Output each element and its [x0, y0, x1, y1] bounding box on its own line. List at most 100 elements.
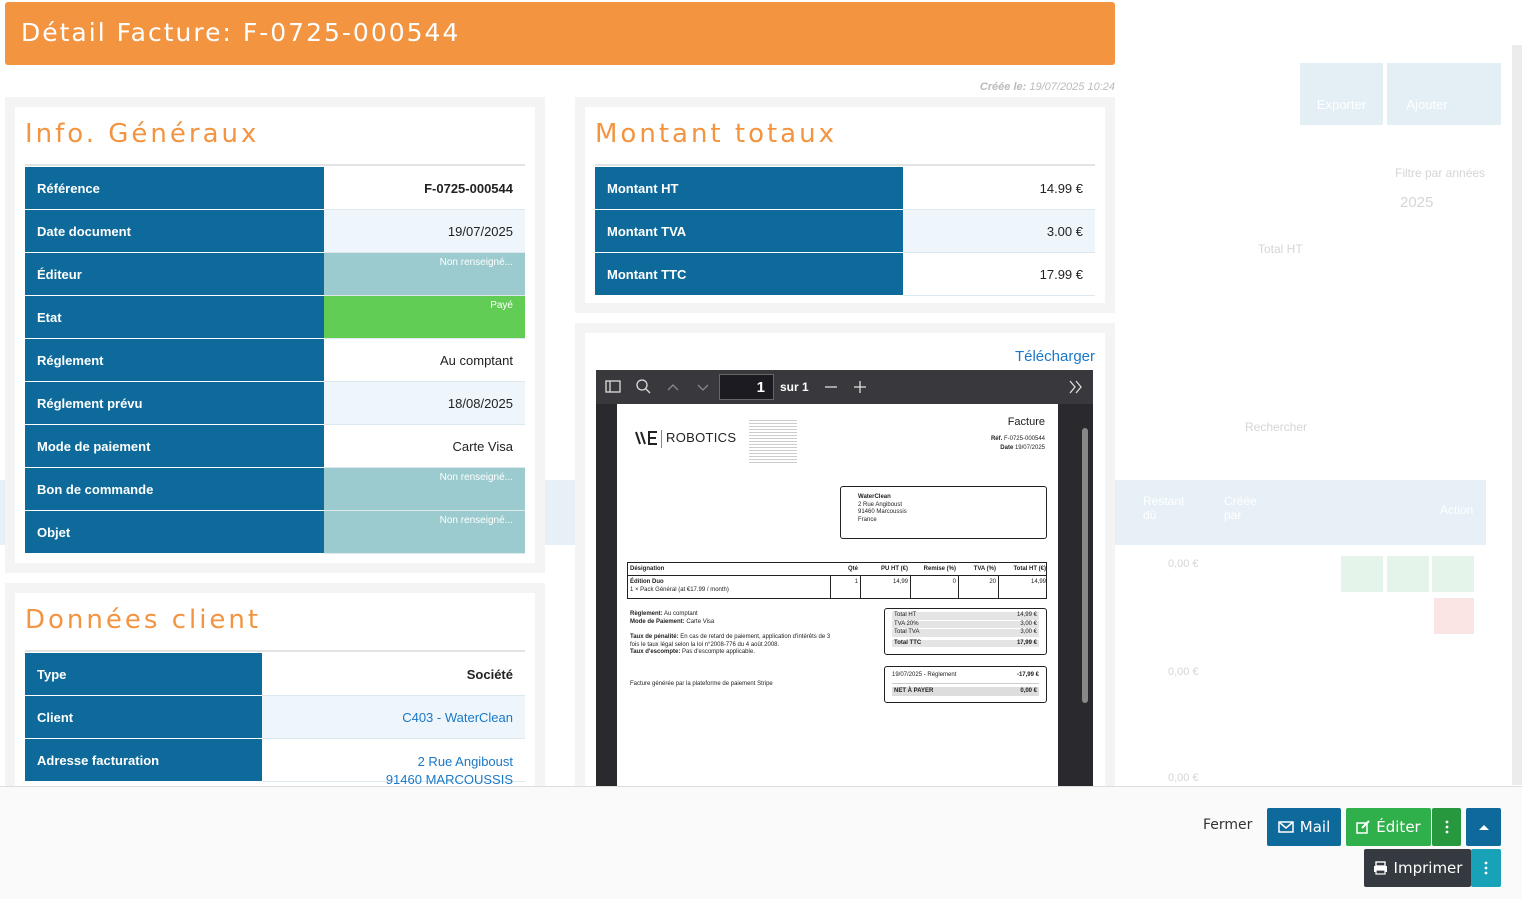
- print-menu-button[interactable]: [1471, 849, 1501, 887]
- item-column: TVA (%): [973, 566, 996, 572]
- pdf-scrollbar: [1080, 406, 1090, 786]
- close-button[interactable]: Fermer: [1203, 817, 1253, 833]
- bg-total-ht: Total HT: [1258, 242, 1303, 256]
- bg-add-button: Ajouter: [1387, 63, 1501, 125]
- bg-filter: Filtre par années: [1395, 166, 1486, 180]
- mail-icon: [1278, 821, 1294, 833]
- item-divider: [830, 576, 831, 599]
- bg-amount: 0,00 €: [1168, 666, 1199, 678]
- note-label: Mode de Paiement:: [630, 618, 685, 625]
- modal-footer: Fermer Mail Éditer Imprimer: [0, 786, 1522, 899]
- row-label: Référence: [25, 167, 324, 209]
- item-title: Édition Duo: [630, 579, 664, 585]
- pdf-page-input[interactable]: 1: [719, 374, 774, 400]
- caret-icon: [1478, 825, 1489, 830]
- item-detail: 1 × Pack Général (at €17.99 / month): [630, 586, 729, 593]
- created-date: Créée le: 19/07/2025 10:24: [980, 81, 1115, 93]
- item-name: Édition Duo 1 × Pack Général (at €17.99 /…: [630, 579, 729, 594]
- row-value: 2 Rue Angiboust 91460 MARCOUSSIS: [262, 739, 525, 787]
- row-label: Date document: [25, 210, 324, 252]
- row-value-text: Payé: [490, 300, 513, 311]
- mail-button[interactable]: Mail: [1267, 808, 1341, 846]
- row-label: Etat: [25, 296, 324, 338]
- bg-icon-button: [1387, 556, 1429, 592]
- sum-label: TVA 20%: [894, 620, 919, 627]
- print-icon: [1373, 861, 1387, 875]
- item-column: Désignation: [630, 566, 665, 572]
- payment-row: 19/07/2025 - Règlement -17,99 €: [892, 672, 1039, 684]
- bg-action: Action: [1440, 503, 1474, 517]
- row-label: Montant HT: [595, 167, 903, 209]
- note: Taux d'escompte: Pas d'escompte applicab…: [630, 649, 835, 657]
- sum-row: Total TTC 17,99 €: [892, 639, 1039, 647]
- recipient-box: WaterClean 2 Rue Angiboust 91460 Marcous…: [840, 486, 1047, 539]
- mail-label: Mail: [1299, 818, 1331, 836]
- sum-label: Total HT: [894, 612, 917, 618]
- pdf-page: ROBOTICS Facture Réf. F-0725-000544 Date…: [617, 404, 1058, 790]
- item-column: Qté: [847, 566, 858, 572]
- dots-icon: [1484, 861, 1488, 875]
- note-text: Carte Visa: [686, 618, 715, 625]
- row-value: Société: [262, 653, 525, 696]
- logo-text: ROBOTICS: [666, 430, 737, 445]
- recipient-line: France: [858, 516, 877, 523]
- row-value: 19/07/2025: [324, 210, 525, 253]
- due-amount: 0,00 €: [1020, 687, 1037, 694]
- item-cell: 20: [989, 579, 996, 585]
- row-value: Au comptant: [324, 339, 525, 382]
- pdf-toolbar: 1 sur 1: [596, 370, 1093, 404]
- modal-header: Détail Facture: F-0725-000544: [5, 2, 1115, 65]
- sums-box: Total HT 14,99 € TVA 20% 3,00 € Total TVA 3,0…: [884, 608, 1047, 655]
- row-value: 17.99 €: [903, 253, 1095, 296]
- note-text: En cas de retard de paiement, applicatio…: [630, 634, 831, 648]
- row-label: Montant TVA: [595, 210, 903, 252]
- print-label: Imprimer: [1393, 859, 1463, 877]
- recipient-line: WaterClean: [858, 494, 891, 500]
- item-column: Total HT (€): [1013, 566, 1046, 572]
- row-value-text: 91460 MARCOUSSIS: [385, 772, 513, 787]
- invoice-notes: Règlement: Au comptant Mode de Paiement: …: [630, 611, 835, 657]
- bg-add-label: Ajouter: [1406, 97, 1448, 112]
- note-label: Taux de pénalité:: [630, 634, 679, 640]
- client-title: Données client: [25, 605, 262, 635]
- invoice-date: Date 19/07/2025: [1000, 445, 1045, 453]
- row-value-text: Au comptant: [440, 352, 513, 368]
- sum-value: 14,99 €: [1016, 612, 1037, 618]
- bg-icon-button: [1432, 556, 1474, 592]
- logo-mark: [635, 431, 657, 445]
- recipient-line: 2 Rue Angiboust: [858, 501, 903, 508]
- edit-button[interactable]: Éditer: [1346, 808, 1431, 846]
- ref-label: Réf.: [990, 436, 1003, 442]
- row-value: 3.00 €: [903, 210, 1095, 253]
- item-cell: 14,99: [1030, 579, 1046, 585]
- dots-icon: [1445, 820, 1448, 834]
- row-label: Mode de paiement: [25, 425, 324, 467]
- row-label: Réglement prévu: [25, 382, 324, 424]
- row-value-text: 18/08/2025: [447, 395, 513, 411]
- ref-value: F-0725-000544: [1003, 436, 1045, 442]
- edit-menu-button[interactable]: [1432, 808, 1461, 846]
- pdf-scroll-thumb: [1082, 428, 1088, 703]
- note: Règlement: Au comptant: [630, 611, 835, 619]
- item-cell: 14,99: [892, 579, 908, 585]
- bg-export-button: Exporter: [1300, 63, 1383, 125]
- totals-title: Montant totaux: [595, 119, 837, 149]
- print-button[interactable]: Imprimer: [1364, 849, 1471, 887]
- item-table: Désignation Qté PU HT (€) Remise (%) TVA (%)…: [627, 562, 1047, 599]
- row-label: Bon de commande: [25, 468, 324, 510]
- bg-created-by: Créée par: [1224, 494, 1257, 522]
- rule: [25, 164, 525, 166]
- invoice-ref: Réf. F-0725-000544: [991, 436, 1045, 444]
- download-link[interactable]: Télécharger: [1014, 348, 1095, 365]
- note-label: Règlement:: [630, 611, 663, 617]
- sum-row: Total HT 14,99 €: [892, 612, 1039, 620]
- rule: [595, 164, 1095, 166]
- rule: [25, 650, 525, 652]
- row-label: Éditeur: [25, 253, 324, 295]
- row-value-text: F-0725-000544: [424, 180, 513, 196]
- scroll-top-button[interactable]: [1466, 808, 1501, 846]
- general-title: Info. Généraux: [25, 119, 260, 149]
- due-row: NET À PAYER 0,00 €: [892, 686, 1039, 696]
- item-column: Remise (%): [923, 566, 956, 572]
